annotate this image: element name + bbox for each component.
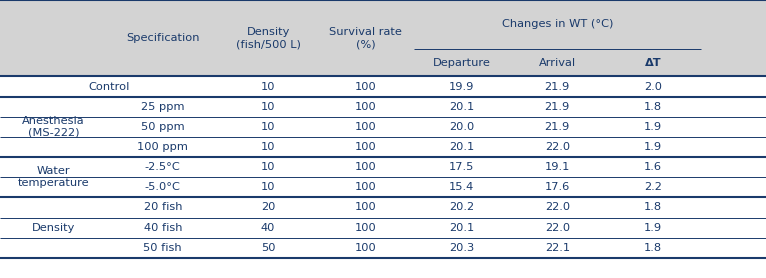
Text: 10: 10 bbox=[261, 102, 275, 112]
Text: 17.5: 17.5 bbox=[449, 162, 474, 172]
Text: 22.0: 22.0 bbox=[545, 223, 570, 233]
Text: 100 ppm: 100 ppm bbox=[137, 142, 188, 152]
Text: Control: Control bbox=[88, 81, 130, 91]
Text: 40 fish: 40 fish bbox=[143, 223, 182, 233]
Text: ΔT: ΔT bbox=[645, 58, 661, 68]
Text: 19.9: 19.9 bbox=[449, 81, 474, 91]
Text: 100: 100 bbox=[355, 142, 377, 152]
Text: 1.9: 1.9 bbox=[644, 223, 662, 233]
Text: Changes in WT (°C): Changes in WT (°C) bbox=[502, 19, 613, 29]
Text: 2.0: 2.0 bbox=[644, 81, 662, 91]
Text: 100: 100 bbox=[355, 122, 377, 132]
Text: 100: 100 bbox=[355, 81, 377, 91]
Text: 1.8: 1.8 bbox=[644, 202, 662, 212]
Text: 1.8: 1.8 bbox=[644, 243, 662, 253]
Text: 100: 100 bbox=[355, 162, 377, 172]
Text: 25 ppm: 25 ppm bbox=[141, 102, 185, 112]
Text: Anesthesia
(MS-222): Anesthesia (MS-222) bbox=[22, 116, 85, 138]
Text: 10: 10 bbox=[261, 122, 275, 132]
Text: 22.0: 22.0 bbox=[545, 142, 570, 152]
Text: 1.6: 1.6 bbox=[644, 162, 662, 172]
Text: 21.9: 21.9 bbox=[545, 81, 570, 91]
Bar bbox=[0, 0, 766, 76]
Text: 21.9: 21.9 bbox=[545, 122, 570, 132]
Text: 50 ppm: 50 ppm bbox=[141, 122, 185, 132]
Text: 1.9: 1.9 bbox=[644, 122, 662, 132]
Text: Density
(fish/500 L): Density (fish/500 L) bbox=[236, 28, 300, 49]
Text: 20.1: 20.1 bbox=[449, 102, 474, 112]
Text: 20.2: 20.2 bbox=[449, 202, 474, 212]
Text: 20.1: 20.1 bbox=[449, 142, 474, 152]
Text: 22.1: 22.1 bbox=[545, 243, 570, 253]
Text: -5.0°C: -5.0°C bbox=[145, 182, 181, 192]
Text: 20.1: 20.1 bbox=[449, 223, 474, 233]
Text: 17.6: 17.6 bbox=[545, 182, 570, 192]
Text: 1.8: 1.8 bbox=[644, 102, 662, 112]
Text: 50 fish: 50 fish bbox=[143, 243, 182, 253]
Text: 21.9: 21.9 bbox=[545, 102, 570, 112]
Text: 1.9: 1.9 bbox=[644, 142, 662, 152]
Text: 100: 100 bbox=[355, 243, 377, 253]
Text: 20.3: 20.3 bbox=[449, 243, 474, 253]
Text: 10: 10 bbox=[261, 162, 275, 172]
Text: 100: 100 bbox=[355, 223, 377, 233]
Text: 20: 20 bbox=[261, 202, 275, 212]
Text: 20.0: 20.0 bbox=[449, 122, 474, 132]
Text: 15.4: 15.4 bbox=[449, 182, 474, 192]
Text: 100: 100 bbox=[355, 102, 377, 112]
Bar bbox=[0, 76, 766, 258]
Text: 100: 100 bbox=[355, 182, 377, 192]
Text: Density: Density bbox=[32, 223, 75, 233]
Text: 10: 10 bbox=[261, 142, 275, 152]
Text: 50: 50 bbox=[261, 243, 275, 253]
Text: Arrival: Arrival bbox=[538, 58, 576, 68]
Text: 10: 10 bbox=[261, 81, 275, 91]
Text: 40: 40 bbox=[261, 223, 275, 233]
Text: 2.2: 2.2 bbox=[644, 182, 662, 192]
Text: 19.1: 19.1 bbox=[545, 162, 570, 172]
Text: Water
temperature: Water temperature bbox=[18, 167, 90, 188]
Text: 20 fish: 20 fish bbox=[143, 202, 182, 212]
Text: Survival rate
(%): Survival rate (%) bbox=[329, 28, 402, 49]
Text: 22.0: 22.0 bbox=[545, 202, 570, 212]
Text: 10: 10 bbox=[261, 182, 275, 192]
Text: Specification: Specification bbox=[126, 33, 199, 43]
Text: 100: 100 bbox=[355, 202, 377, 212]
Text: -2.5°C: -2.5°C bbox=[145, 162, 181, 172]
Text: Departure: Departure bbox=[433, 58, 490, 68]
